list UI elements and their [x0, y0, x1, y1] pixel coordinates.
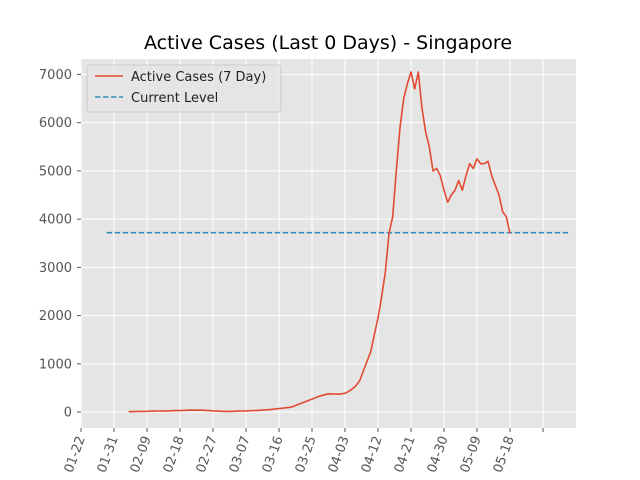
y-tick-label: 3000 [39, 261, 72, 276]
chart-title: Active Cases (Last 0 Days) - Singapore [144, 32, 512, 54]
y-tick-label: 6000 [39, 116, 72, 131]
y-tick-label: 5000 [39, 164, 72, 179]
y-tick-label: 2000 [39, 309, 72, 324]
y-tick-label: 4000 [39, 213, 72, 228]
series-line-active-cases [128, 71, 511, 413]
legend-box [86, 64, 282, 113]
y-tick-label: 1000 [39, 357, 72, 372]
series-layer [106, 71, 569, 413]
legend-label-current-level: Current Level [131, 91, 218, 106]
y-tick-label: 0 [64, 406, 72, 421]
y-tick-label: 7000 [39, 68, 72, 83]
legend: Active Cases (7 Day) Current Level [86, 64, 282, 113]
plot-area [81, 59, 576, 428]
legend-label-active-cases: Active Cases (7 Day) [131, 70, 266, 85]
